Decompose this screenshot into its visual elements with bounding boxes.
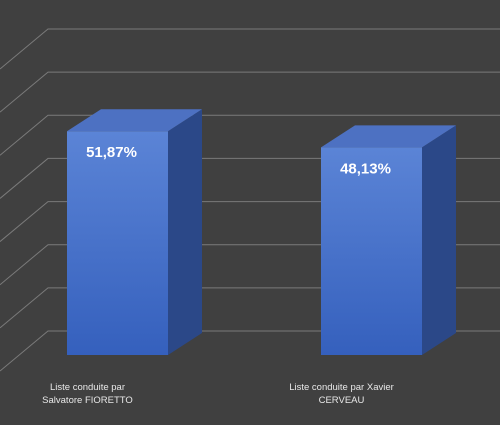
- grid-line: [0, 114, 500, 156]
- grid-line: [0, 71, 500, 113]
- bar-side: [168, 109, 202, 355]
- grid-line: [0, 28, 500, 70]
- x-tick-label: Liste conduite par Salvatore FIORETTO: [42, 382, 133, 406]
- value-label: 48,13%: [340, 160, 391, 177]
- bar-top: [321, 125, 456, 148]
- bar-side: [422, 125, 456, 356]
- bar-front: [321, 147, 422, 355]
- x-tick-label: Liste conduite par Xavier CERVEAU: [289, 382, 394, 406]
- bar-top: [67, 109, 202, 132]
- value-label: 51,87%: [86, 144, 137, 161]
- bar: [67, 109, 202, 355]
- bar-front: [67, 131, 168, 355]
- bar: [321, 125, 456, 356]
